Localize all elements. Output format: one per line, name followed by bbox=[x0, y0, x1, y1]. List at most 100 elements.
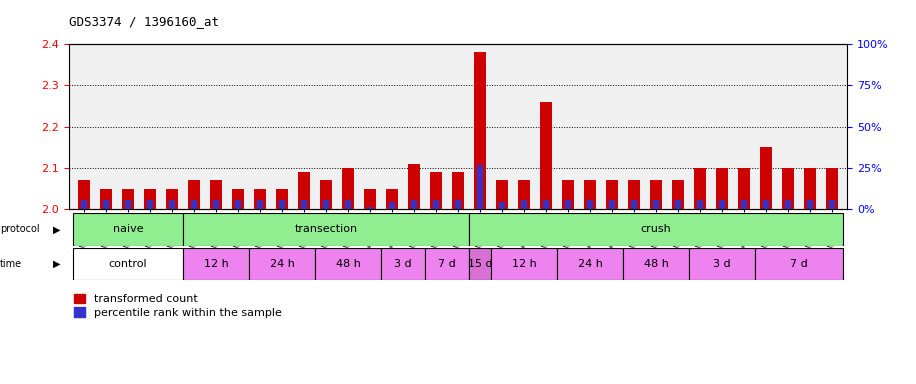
Bar bbox=[125, 200, 131, 209]
Bar bbox=[565, 200, 571, 209]
Bar bbox=[210, 180, 222, 209]
Bar bbox=[609, 200, 615, 209]
Bar bbox=[587, 200, 593, 209]
Bar bbox=[169, 200, 175, 209]
Bar bbox=[829, 200, 834, 209]
Bar bbox=[653, 200, 659, 209]
Bar bbox=[235, 200, 241, 209]
Text: 24 h: 24 h bbox=[577, 259, 603, 269]
Bar bbox=[298, 172, 311, 209]
Bar bbox=[469, 248, 491, 280]
Text: GDS3374 / 1396160_at: GDS3374 / 1396160_at bbox=[69, 15, 219, 28]
Bar bbox=[320, 180, 333, 209]
Bar bbox=[254, 189, 267, 209]
Bar bbox=[381, 248, 425, 280]
Bar bbox=[345, 200, 351, 209]
Bar bbox=[562, 180, 574, 209]
Bar bbox=[491, 248, 557, 280]
Legend: transformed count, percentile rank within the sample: transformed count, percentile rank withi… bbox=[74, 293, 282, 318]
Bar bbox=[760, 147, 772, 209]
Bar bbox=[543, 200, 549, 209]
Text: 48 h: 48 h bbox=[644, 259, 669, 269]
Bar bbox=[323, 200, 329, 209]
Text: 15 d: 15 d bbox=[468, 259, 492, 269]
Bar bbox=[697, 200, 703, 209]
Bar bbox=[804, 168, 816, 209]
Bar bbox=[183, 213, 469, 246]
Bar bbox=[627, 180, 640, 209]
Bar bbox=[583, 180, 596, 209]
Bar bbox=[367, 207, 373, 209]
Bar bbox=[719, 200, 725, 209]
Bar bbox=[104, 200, 109, 209]
Bar bbox=[408, 164, 420, 209]
Bar bbox=[763, 200, 769, 209]
Bar bbox=[147, 200, 153, 209]
Bar bbox=[469, 213, 843, 246]
Bar bbox=[73, 248, 183, 280]
Bar bbox=[411, 200, 417, 209]
Bar bbox=[100, 189, 112, 209]
Bar bbox=[430, 172, 442, 209]
Bar bbox=[78, 180, 90, 209]
Bar bbox=[82, 200, 87, 209]
Bar bbox=[188, 180, 200, 209]
Text: crush: crush bbox=[640, 224, 671, 235]
Bar bbox=[518, 180, 530, 209]
Bar bbox=[455, 200, 461, 209]
Text: 3 d: 3 d bbox=[394, 259, 412, 269]
Bar bbox=[279, 200, 285, 209]
Text: 7 d: 7 d bbox=[438, 259, 456, 269]
Bar bbox=[166, 189, 178, 209]
Bar bbox=[716, 168, 728, 209]
Bar bbox=[807, 200, 812, 209]
Bar bbox=[364, 189, 376, 209]
Bar bbox=[433, 200, 439, 209]
Text: 24 h: 24 h bbox=[269, 259, 294, 269]
Bar bbox=[540, 102, 552, 209]
Bar bbox=[249, 248, 315, 280]
Text: time: time bbox=[0, 259, 22, 269]
Bar bbox=[623, 248, 689, 280]
Bar bbox=[232, 189, 244, 209]
Bar bbox=[738, 168, 750, 209]
Bar bbox=[499, 202, 505, 209]
Bar bbox=[605, 180, 618, 209]
Text: naive: naive bbox=[113, 224, 144, 235]
Bar bbox=[425, 248, 469, 280]
Text: ▶: ▶ bbox=[53, 224, 60, 235]
Bar bbox=[785, 200, 791, 209]
Bar bbox=[826, 168, 838, 209]
Bar bbox=[257, 200, 263, 209]
Bar bbox=[389, 202, 395, 209]
Bar bbox=[276, 189, 289, 209]
Bar bbox=[474, 53, 486, 209]
Text: ▶: ▶ bbox=[53, 259, 60, 269]
Bar bbox=[649, 180, 662, 209]
Text: control: control bbox=[109, 259, 147, 269]
Text: transection: transection bbox=[294, 224, 357, 235]
Bar bbox=[675, 200, 681, 209]
Bar bbox=[342, 168, 354, 209]
Bar bbox=[741, 200, 747, 209]
Text: 12 h: 12 h bbox=[512, 259, 537, 269]
Bar bbox=[144, 189, 156, 209]
Bar bbox=[73, 213, 183, 246]
Bar bbox=[301, 200, 307, 209]
Text: 12 h: 12 h bbox=[203, 259, 228, 269]
Bar bbox=[672, 180, 684, 209]
Bar bbox=[315, 248, 381, 280]
Text: 7 d: 7 d bbox=[790, 259, 808, 269]
Bar bbox=[694, 168, 706, 209]
Bar bbox=[496, 180, 508, 209]
Bar bbox=[191, 200, 197, 209]
Text: protocol: protocol bbox=[0, 224, 39, 235]
Bar bbox=[631, 200, 637, 209]
Bar bbox=[689, 248, 755, 280]
Bar bbox=[213, 200, 219, 209]
Bar bbox=[477, 165, 483, 209]
Bar bbox=[386, 189, 398, 209]
Bar bbox=[452, 172, 464, 209]
Text: 3 d: 3 d bbox=[714, 259, 731, 269]
Bar bbox=[122, 189, 134, 209]
